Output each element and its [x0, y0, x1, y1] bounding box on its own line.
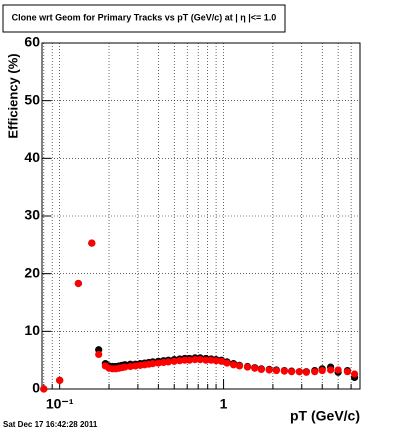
marker [311, 368, 319, 376]
marker [191, 355, 199, 364]
marker [121, 363, 129, 371]
marker [202, 356, 210, 364]
marker [280, 367, 288, 375]
marker [318, 366, 326, 375]
marker [302, 368, 310, 376]
plot-frame [41, 42, 361, 390]
marker [334, 366, 342, 374]
x-tick-label: 10⁻¹ [46, 396, 74, 412]
marker [185, 356, 194, 364]
marker [295, 368, 303, 376]
marker [88, 239, 96, 247]
chart-title: Clone wrt Geom for Primary Tracks vs pT … [12, 12, 277, 22]
marker [74, 279, 82, 288]
marker [235, 362, 244, 370]
x-tick-label: 1 [220, 396, 228, 412]
y-tick-label: 30 [24, 207, 40, 223]
marker [272, 366, 280, 375]
y-tick-label: 0 [32, 380, 40, 396]
marker [217, 357, 225, 365]
marker [243, 363, 252, 371]
marker [350, 370, 359, 378]
marker [56, 376, 64, 384]
y-tick-label: 50 [24, 91, 40, 107]
marker [196, 355, 204, 364]
marker [95, 350, 103, 358]
footer: Sat Dec 17 16:42:28 2011 [3, 420, 98, 429]
marker [251, 364, 259, 372]
marker [40, 385, 48, 393]
marker [164, 358, 172, 366]
marker [229, 361, 238, 369]
marker [327, 366, 335, 374]
marker [287, 368, 296, 376]
title-box [2, 4, 286, 33]
y-tick-label: 10 [24, 322, 40, 338]
y-tick-label: 60 [24, 34, 40, 50]
marker [212, 357, 220, 365]
x-axis-title: pT (GeV/c) [290, 408, 360, 424]
marker [170, 357, 178, 365]
y-axis-title: Efficiency (%) [5, 53, 20, 138]
y-tick-label: 20 [24, 264, 40, 280]
marker [265, 366, 273, 374]
marker [257, 365, 265, 373]
marker [343, 368, 352, 376]
marker [223, 359, 231, 367]
y-tick-label: 40 [24, 149, 40, 165]
marker [149, 360, 157, 368]
